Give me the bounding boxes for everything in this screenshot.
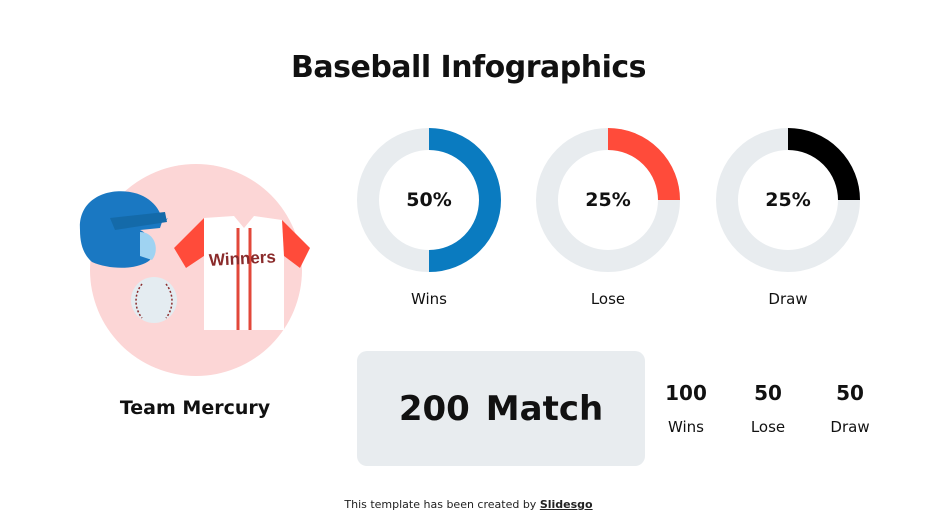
stat-value: 50 xyxy=(836,381,864,405)
stat-label: Wins xyxy=(668,418,704,436)
stat-label: Draw xyxy=(830,418,870,436)
page-title: Baseball Infographics xyxy=(291,50,647,85)
donut-label: Wins xyxy=(411,290,447,308)
baseball-illustration: Winners xyxy=(70,160,330,380)
donut-segment-wins xyxy=(428,128,501,272)
jersey-icon: Winners xyxy=(174,216,310,330)
donut-percent-label: 25% xyxy=(765,189,811,211)
slidesgo-link[interactable]: Slidesgo xyxy=(539,498,593,511)
donut-segment-draw xyxy=(787,128,860,201)
team-name: Team Mercury xyxy=(119,397,271,419)
donut-label: Lose xyxy=(590,290,626,308)
stat-wins: 100 Wins xyxy=(646,378,726,436)
footer-credit: This template has been created by Slides… xyxy=(0,498,937,511)
match-unit: Match xyxy=(485,388,604,429)
jersey-text: Winners xyxy=(208,247,276,269)
total-matches-box: 200 Match xyxy=(357,351,645,466)
baseball-icon xyxy=(131,277,177,323)
stat-value: 100 xyxy=(665,381,707,405)
donut-lose: 25% xyxy=(534,126,682,274)
match-count: 200 xyxy=(398,388,470,429)
donut-segment-lose xyxy=(607,128,680,201)
footer-text: This template has been created by xyxy=(344,498,537,511)
stat-draw: 50 Draw xyxy=(810,378,890,436)
donut-wins: 50% xyxy=(355,126,503,274)
stat-label: Lose xyxy=(750,418,786,436)
donut-draw: 25% xyxy=(714,126,862,274)
donut-percent-label: 50% xyxy=(406,189,452,211)
donut-label: Draw xyxy=(768,290,808,308)
stat-lose: 50 Lose xyxy=(728,378,808,436)
donut-percent-label: 25% xyxy=(585,189,631,211)
helmet-icon xyxy=(79,191,168,268)
stat-value: 50 xyxy=(754,381,782,405)
